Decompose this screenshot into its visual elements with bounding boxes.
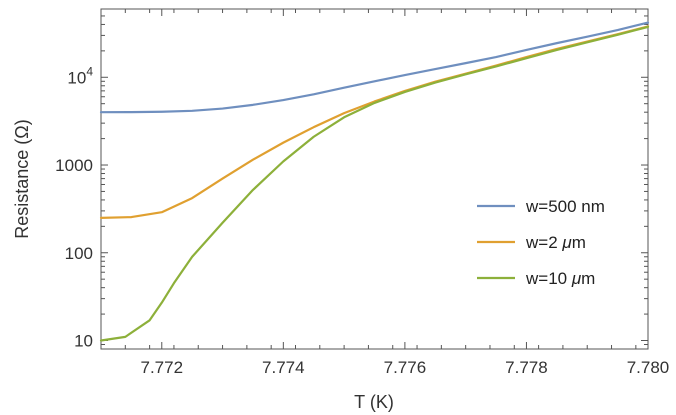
legend-label-0: w=500 nm: [525, 197, 605, 216]
y-tick-label: 10: [74, 331, 93, 350]
x-tick-label: 7.774: [262, 358, 305, 377]
x-tick-label: 7.780: [627, 358, 670, 377]
legend-label-1: w=2 μm: [525, 233, 586, 252]
x-axis-title: T (K): [354, 392, 394, 412]
x-tick-label: 7.772: [141, 358, 184, 377]
x-tick-label: 7.778: [505, 358, 548, 377]
series-line-2: [99, 25, 650, 342]
axis-tick-labels: 7.772 7.774 7.776 7.778 7.780 10 100 1000 104: [55, 64, 669, 377]
series-line-0: [99, 21, 650, 114]
axis-ticks: [100, 8, 649, 350]
y-tick-label: 100: [65, 244, 93, 263]
y-tick-label: 104: [67, 64, 93, 87]
legend-label-2: w=10 μm: [525, 269, 595, 288]
series-line-1: [99, 25, 650, 219]
legend: w=500 nm w=2 μm w=10 μm: [477, 197, 605, 288]
plot-frame: [100, 8, 649, 350]
series-lines: [99, 21, 650, 342]
x-tick-label: 7.776: [384, 358, 427, 377]
y-axis-title: Resistance (Ω): [12, 119, 32, 239]
y-tick-label: 1000: [55, 156, 93, 175]
